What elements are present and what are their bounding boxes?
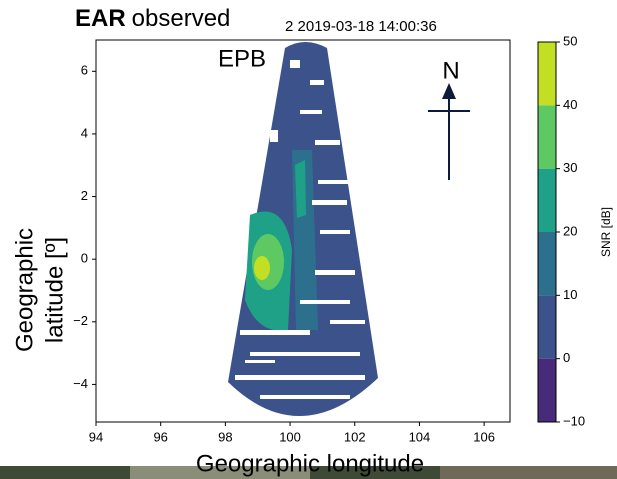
colorbar-segment [538, 105, 556, 169]
plot-frame [95, 39, 511, 423]
y-tick-label: 6 [81, 63, 88, 78]
x-axis-label: Geographic longitude [196, 450, 424, 477]
north-arrow [428, 83, 470, 180]
subtitle: 2 2019-03-18 14:00:36 [285, 18, 437, 35]
radar-data [228, 42, 378, 417]
colorbar-segment [538, 232, 556, 296]
x-tick-label: 100 [279, 429, 301, 444]
colorbar-segment [538, 168, 556, 232]
x-tick-label: 102 [344, 429, 366, 444]
title-line2: EPB [218, 45, 266, 72]
photo-strip [130, 466, 310, 479]
x-tick-label: 106 [473, 429, 495, 444]
y-tick-label: 4 [81, 125, 88, 140]
photo-strip [440, 466, 617, 479]
colorbar-tick-label: 40 [563, 97, 577, 112]
colorbar-segment [538, 358, 556, 422]
x-tick-label: 104 [409, 429, 431, 444]
colorbar-tick-label: 30 [563, 160, 577, 175]
x-tick-label: 94 [89, 429, 103, 444]
y-tick-label: 2 [81, 188, 88, 203]
colorbar-tick-label: 10 [563, 287, 577, 302]
colorbar-label: SNR [dB] [599, 207, 613, 257]
colorbar-segment [538, 295, 556, 359]
y-axis-label: Geographic [11, 228, 38, 352]
colorbar-segment [538, 42, 556, 106]
chart-title: EAR observed [75, 5, 230, 32]
x-tick-label: 98 [218, 429, 232, 444]
y-tick-label: −2 [73, 313, 88, 328]
y-tick-label: −4 [73, 376, 88, 391]
title-bold: EAR [75, 5, 126, 32]
title-text: observed [132, 5, 231, 32]
colorbar-tick-label: −10 [563, 413, 585, 428]
colorbar-tick-label: 0 [563, 350, 570, 365]
colorbar-tick-label: 20 [563, 223, 577, 238]
colorbar-tick-label: 50 [563, 33, 577, 48]
x-tick-label: 96 [153, 429, 167, 444]
y-tick-label: 0 [81, 251, 88, 266]
y-axis-label: latitude [º] [41, 237, 68, 343]
north-label: N [442, 57, 459, 84]
